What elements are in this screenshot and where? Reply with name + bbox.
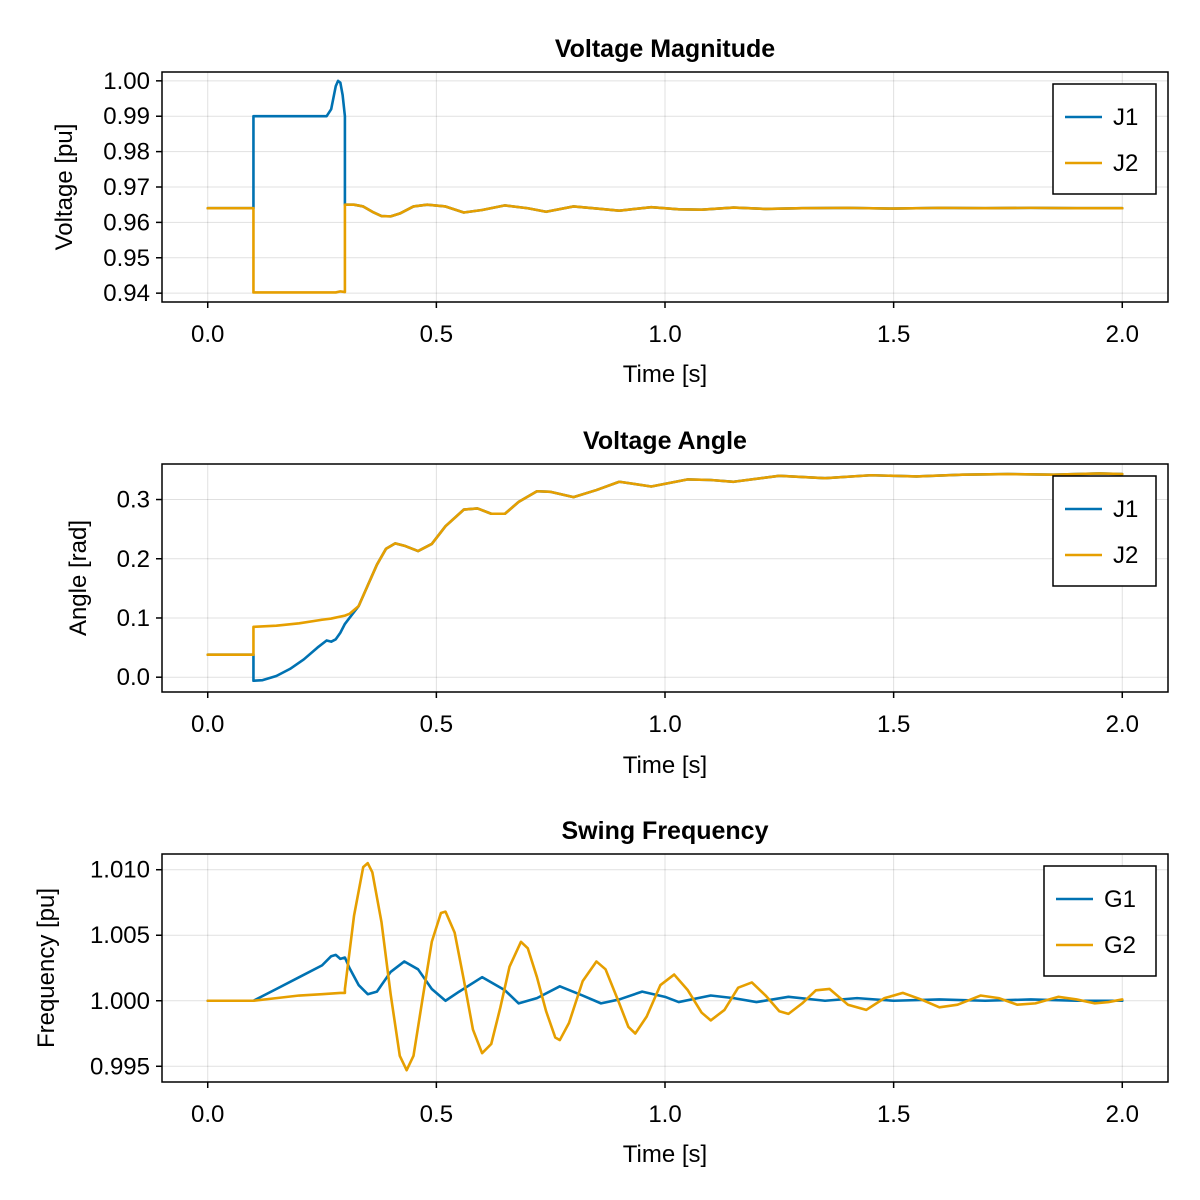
y-tick-label: 0.0 [117, 664, 150, 691]
y-tick-label: 0.95 [103, 245, 150, 272]
x-tick-label: 1.5 [877, 711, 910, 738]
x-tick-label: 2.0 [1106, 321, 1139, 348]
legend-label-j1: J1 [1113, 496, 1138, 523]
y-tick-label: 0.98 [103, 139, 150, 166]
panel-1: 0.0 0.5 1.0 1.5 2.0 0.94 0.95 0.96 0.97 0.98 0.99 1… [51, 35, 1169, 388]
legend-label-j1: J1 [1113, 104, 1138, 131]
x-tick-label: 0.5 [420, 321, 453, 348]
x-axis-label: Time [s] [623, 1141, 707, 1168]
y-axis-label: Angle [rad] [65, 520, 92, 636]
y-tick-label: 0.995 [90, 1053, 150, 1080]
x-tick-label: 0.0 [191, 711, 224, 738]
legend-box [1052, 475, 1157, 587]
y-tick-label: 0.97 [103, 174, 150, 201]
series-line-g2 [206, 861, 1124, 1072]
chart-title: Voltage Angle [583, 427, 747, 455]
panel-3: 0.0 0.5 1.0 1.5 2.0 0.995 1.000 1.005 1.010 Swing… [33, 817, 1169, 1168]
y-tick-label: 0.2 [117, 546, 150, 573]
y-tick-label: 0.1 [117, 605, 150, 632]
x-axis-label: Time [s] [623, 361, 707, 388]
x-tick-label: 1.0 [648, 711, 681, 738]
series-line-j2 [206, 472, 1124, 656]
series-line-j2 [206, 203, 1124, 294]
legend-label-j2: J2 [1113, 542, 1138, 569]
x-tick-label: 0.0 [191, 321, 224, 348]
legend: J1 J2 [1052, 475, 1157, 587]
x-tick-label: 1.5 [877, 1101, 910, 1128]
y-tick-label: 1.005 [90, 922, 150, 949]
x-tick-label: 1.0 [648, 1101, 681, 1128]
y-tick-label: 1.00 [103, 68, 150, 95]
legend: J1 J2 [1052, 83, 1157, 195]
y-axis-label: Frequency [pu] [33, 888, 60, 1048]
x-tick-label: 1.0 [648, 321, 681, 348]
x-tick-label: 0.5 [420, 1101, 453, 1128]
x-axis-label: Time [s] [623, 752, 707, 779]
y-tick-label: 0.3 [117, 487, 150, 514]
legend: G1 G2 [1043, 865, 1157, 977]
chart-title: Voltage Magnitude [555, 35, 775, 63]
panel-2: 0.0 0.5 1.0 1.5 2.0 0.0 0.1 0.2 0.3 Voltage Angle… [65, 427, 1169, 779]
x-tick-label: 0.5 [420, 711, 453, 738]
legend-label-g1: G1 [1104, 886, 1136, 913]
legend-label-j2: J2 [1113, 150, 1138, 177]
y-tick-label: 1.000 [90, 988, 150, 1015]
x-tick-label: 1.5 [877, 321, 910, 348]
x-tick-label: 0.0 [191, 1101, 224, 1128]
legend-box [1052, 83, 1157, 195]
y-tick-label: 0.99 [103, 103, 150, 130]
x-tick-label: 2.0 [1106, 1101, 1139, 1128]
series-line-g1 [206, 953, 1124, 1005]
y-tick-label: 0.94 [103, 280, 150, 307]
y-tick-label: 1.010 [90, 857, 150, 884]
legend-box [1043, 865, 1157, 977]
y-axis-label: Voltage [pu] [51, 124, 78, 251]
x-tick-label: 2.0 [1106, 711, 1139, 738]
chart-title: Swing Frequency [562, 817, 769, 845]
legend-label-g2: G2 [1104, 932, 1136, 959]
y-tick-label: 0.96 [103, 209, 150, 236]
